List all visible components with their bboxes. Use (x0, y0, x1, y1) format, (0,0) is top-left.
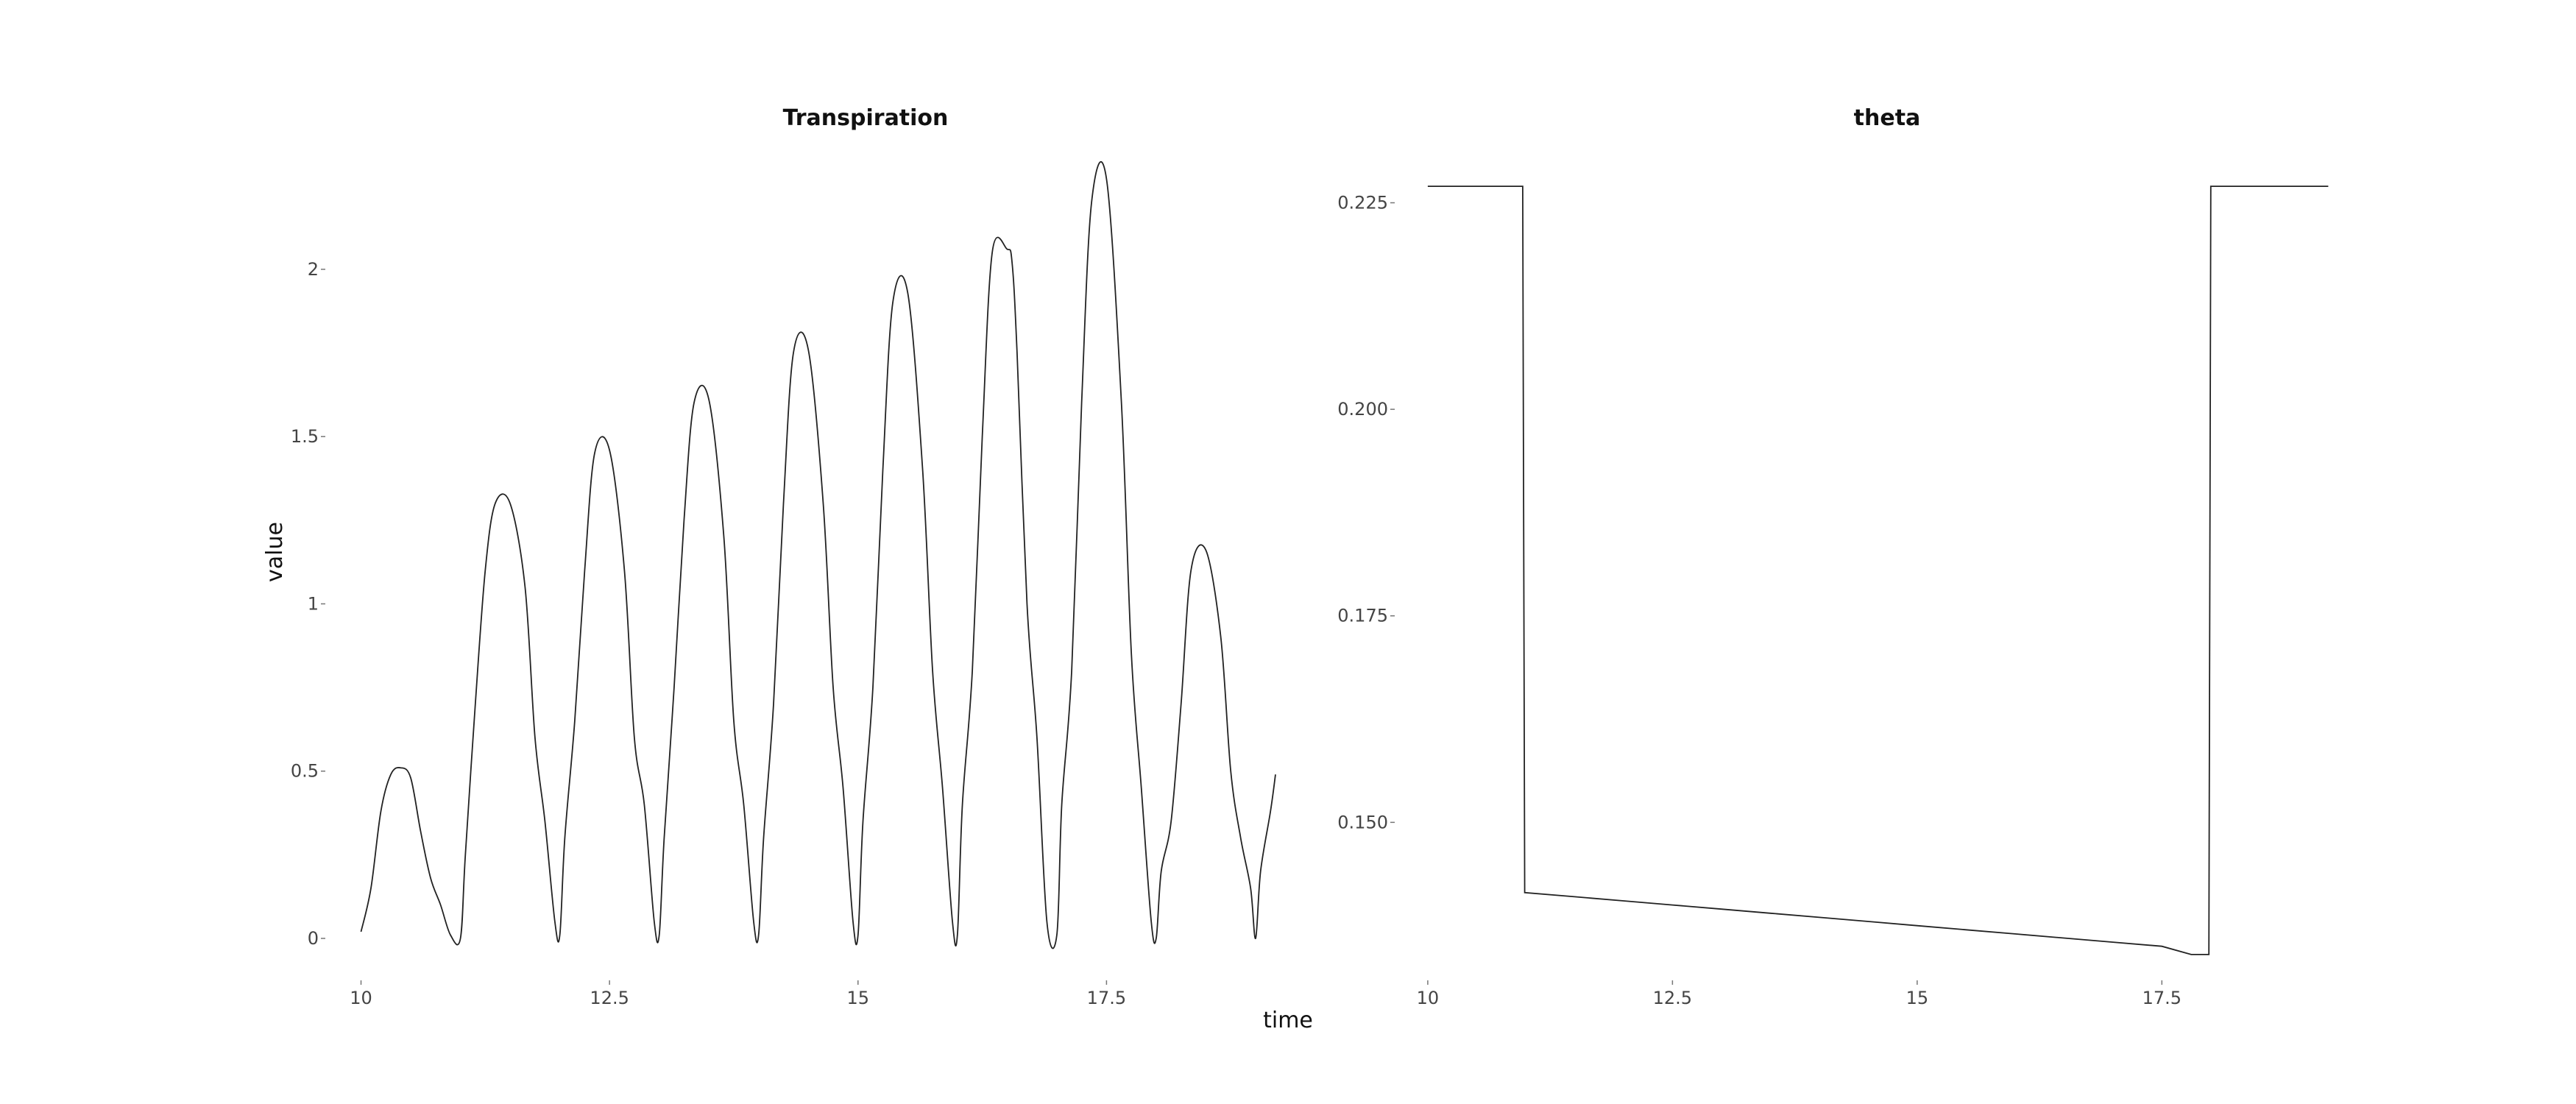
y-tick-label: 2 (308, 259, 319, 280)
x-tick-label: 10 (1417, 988, 1440, 1008)
x-tick-label: 15 (846, 988, 869, 1008)
y-tick-label: 0.200 (1337, 399, 1388, 420)
transpiration-series-line (360, 161, 1276, 949)
x-tick-label: 17.5 (2142, 988, 2182, 1008)
x-tick-label: 15 (1906, 988, 1929, 1008)
y-tick-label: 1 (308, 593, 319, 614)
panel-title-theta: theta (1854, 105, 1921, 131)
y-tick-label: 0 (308, 928, 319, 949)
y-tick-label: 1.5 (291, 426, 319, 447)
y-axis-label: value (262, 522, 288, 582)
panel-title-transpiration: Transpiration (783, 105, 949, 131)
x-tick-label: 10 (350, 988, 372, 1008)
y-tick-label: 0.5 (291, 761, 319, 782)
y-tick-label: 0.175 (1337, 606, 1388, 626)
x-tick-label: 17.5 (1087, 988, 1126, 1008)
x-tick-label: 12.5 (590, 988, 629, 1008)
y-tick-label: 0.225 (1337, 193, 1388, 213)
theta-series-line (1427, 185, 2329, 955)
x-axis-label: time (1263, 1008, 1313, 1033)
x-tick-label: 12.5 (1653, 988, 1692, 1008)
y-tick-label: 0.150 (1337, 812, 1388, 832)
panel-transpiration: 0 0.5 1 1.5 2 10 12.5 15 17.5 (291, 161, 1276, 1008)
panel-theta: 0.150 0.175 0.200 0.225 10 12.5 15 17.5 (1337, 185, 2329, 1008)
